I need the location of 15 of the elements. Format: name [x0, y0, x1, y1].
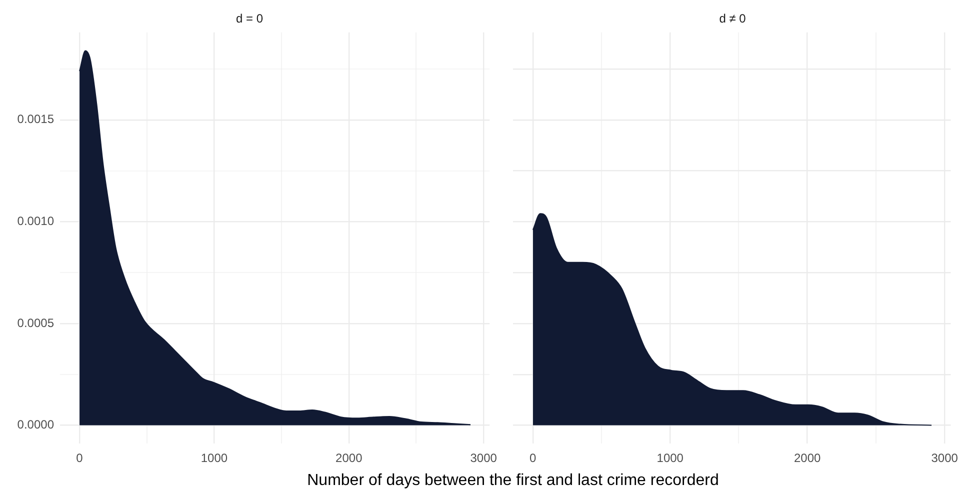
- x-tick-label: 1000: [656, 451, 684, 466]
- x-tick-label: 0: [530, 451, 537, 466]
- x-tick-label: 2000: [794, 451, 822, 466]
- x-tick-label: 0: [76, 451, 84, 466]
- x-axis-title: Number of days between the first and last crime recorderd: [306, 472, 720, 490]
- x-tick-label: 3000: [470, 451, 498, 466]
- y-tick-label: 0.0010: [17, 214, 54, 228]
- x-tick-label: 1000: [200, 451, 228, 466]
- y-tick-label: 0.0015: [17, 112, 54, 126]
- x-tick-label: 2000: [336, 451, 363, 466]
- chart-title: d ≠ 0: [719, 12, 746, 26]
- x-tick-label: 3000: [931, 451, 958, 466]
- chart-title: d = 0: [236, 12, 264, 26]
- y-tick-label: 0.0005: [17, 316, 54, 330]
- y-tick-label: 0.0000: [17, 418, 54, 432]
